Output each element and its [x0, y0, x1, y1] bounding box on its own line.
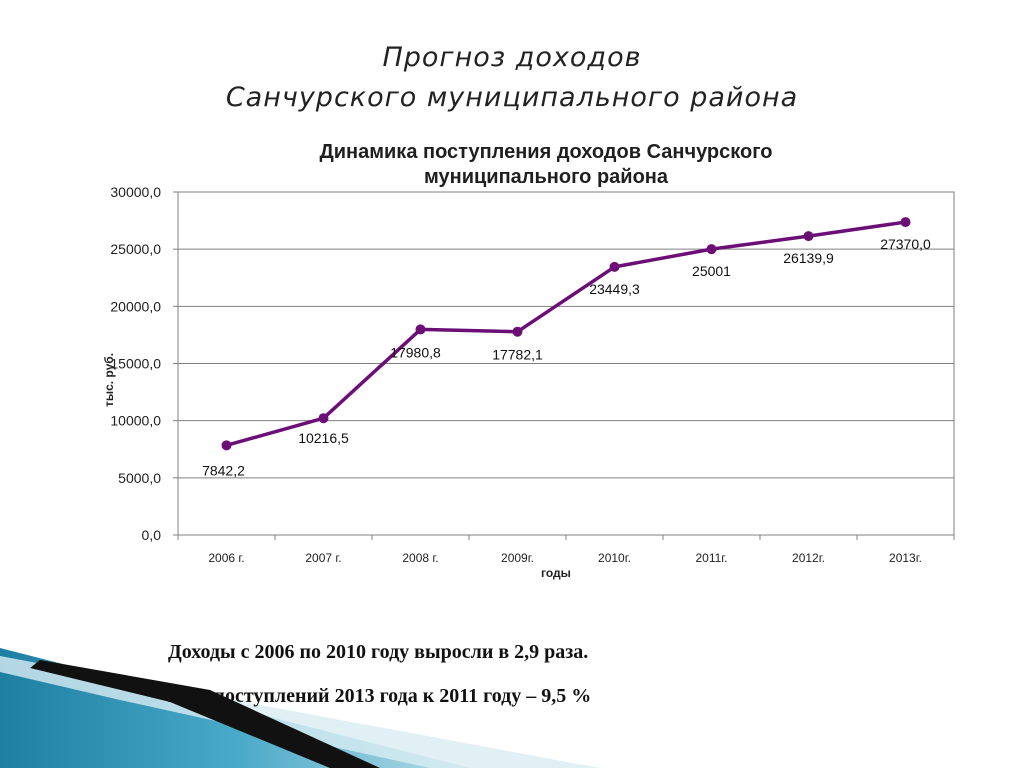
- data-label: 17782,1: [492, 347, 543, 363]
- chart-title-line1: Динамика поступления доходов Санчурского: [319, 141, 772, 163]
- data-point: [609, 261, 620, 272]
- data-point: [221, 440, 232, 451]
- chart-series: 7842,2 10216,5 17980,8 17782,1 23449,3 25001 2…: [202, 217, 931, 478]
- data-label: 25001: [692, 263, 731, 279]
- y-axis-ticks: 0,0 5000,0 10000,0 15000,0 20000,0 25000,0 300…: [110, 184, 178, 543]
- y-tick-label: 0,0: [142, 527, 162, 543]
- y-tick-label: 30000,0: [110, 184, 161, 200]
- data-point: [900, 217, 911, 228]
- black-ribbon: [30, 660, 380, 768]
- data-label: 17980,8: [390, 344, 441, 360]
- data-label: 26139,9: [783, 250, 834, 266]
- x-tick-label: 2012г.: [792, 551, 825, 565]
- data-point: [803, 231, 814, 242]
- series-line: [226, 220, 906, 448]
- x-tick-label: 2006 г.: [208, 551, 244, 565]
- revenue-line-chart: Динамика поступления доходов Санчурского…: [102, 141, 955, 580]
- summary-note-1: Доходы с 2006 по 2010 году выросли в 2,9…: [168, 641, 589, 663]
- y-tick-label: 25000,0: [110, 241, 161, 257]
- data-point: [415, 324, 426, 335]
- summary-note-2: Рост поступлений 2013 года к 2011 году –…: [168, 685, 592, 707]
- x-tick-label: 2009г.: [501, 551, 534, 565]
- x-axis-ticks: 2006 г. 2007 г. 2008 г. 2009г. 2010г. 2011г. 2…: [177, 535, 955, 565]
- data-label: 10216,5: [298, 430, 349, 446]
- data-point: [512, 326, 523, 337]
- y-axis-title: тыс. руб.: [102, 353, 116, 407]
- slide-title-line2: Санчурского муниципального района: [225, 82, 799, 113]
- slide-title-line1: Прогноз доходов: [382, 42, 642, 73]
- x-tick-label: 2010г.: [598, 551, 631, 565]
- y-tick-label: 5000,0: [118, 470, 161, 486]
- x-tick-label: 2011г.: [695, 551, 727, 565]
- data-label: 27370,0: [880, 236, 931, 252]
- y-tick-label: 10000,0: [110, 413, 161, 429]
- data-label: 23449,3: [589, 281, 640, 297]
- y-tick-label: 15000,0: [110, 356, 161, 372]
- x-tick-label: 2007 г.: [305, 551, 341, 565]
- data-point: [706, 244, 717, 255]
- x-axis-title: годы: [541, 566, 571, 580]
- data-point: [318, 413, 329, 424]
- chart-title-line2: муниципального района: [424, 166, 669, 188]
- x-tick-label: 2008 г.: [402, 551, 438, 565]
- x-tick-label: 2013г.: [889, 551, 922, 565]
- data-label: 7842,2: [202, 462, 245, 478]
- y-tick-label: 20000,0: [110, 298, 161, 314]
